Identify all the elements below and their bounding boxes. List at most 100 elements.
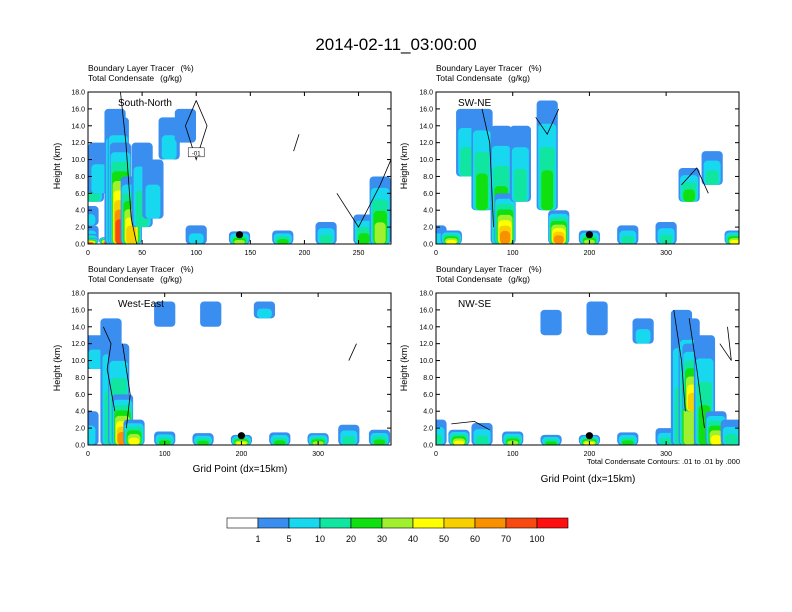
field-cell — [88, 349, 104, 369]
field-west-east — [88, 293, 391, 445]
xtick-label: 100 — [507, 451, 519, 458]
contour-line — [673, 309, 686, 412]
ytick-label: 14.0 — [419, 123, 433, 130]
xtick-label: 0 — [86, 451, 90, 458]
colorbar: 1 5 10 20 30 40 50 60 70 100 — [226, 517, 569, 544]
field-cell — [273, 440, 286, 445]
panel-west-east: 0.0 2.0 4.0 6.0 8.0 10.0 12.0 14.0 16.0 18.0 0 100 2… — [71, 291, 392, 458]
field-cell — [197, 440, 209, 445]
ytick-label: 0.0 — [75, 242, 85, 249]
field-cell — [233, 239, 246, 244]
contour-line — [293, 134, 300, 152]
contour-line — [102, 326, 116, 412]
ytick-label: 18.0 — [419, 90, 433, 97]
xlabel-nwse: Grid Point (dx=15km) — [541, 474, 636, 485]
header-line2-unit: (g/kg) — [160, 274, 182, 284]
colorbar-swatch — [226, 517, 259, 529]
field-cell — [342, 436, 356, 445]
ytick-label: 2.0 — [75, 426, 85, 433]
ytick-label: 4.0 — [75, 208, 85, 215]
ytick-label: 12.0 — [71, 341, 85, 348]
colorbar-label: 10 — [315, 534, 325, 544]
ytick-label: 10.0 — [71, 157, 85, 164]
contour-label: -01 — [192, 151, 201, 157]
field-cell — [659, 234, 673, 244]
field-cell — [91, 164, 107, 194]
ytick-label: 18.0 — [71, 291, 85, 298]
contour-line — [719, 326, 732, 361]
header-line2-label: Total Condensate — [436, 274, 502, 284]
colorbar-label: 100 — [529, 534, 544, 544]
ytick-label: 6.0 — [75, 392, 85, 399]
field-cell — [500, 231, 511, 244]
panel-south-north: 0.0 2.0 4.0 6.0 8.0 10.0 12.0 14.0 16.0 18.0 0 50 10… — [71, 90, 392, 257]
ytick-label: 18.0 — [71, 90, 85, 97]
field-cell — [453, 440, 465, 445]
contour-line — [348, 343, 357, 361]
ytick-label: 4.0 — [75, 409, 85, 416]
ytick-label: 6.0 — [75, 191, 85, 198]
ytick-label: 8.0 — [75, 375, 85, 382]
ytick-label: 18.0 — [419, 291, 433, 298]
ytick-label: 2.0 — [75, 225, 85, 232]
field-sw-ne — [436, 92, 739, 244]
xtick-label: 200 — [299, 250, 311, 257]
header-line1-label: Boundary Layer Tracer — [88, 264, 175, 274]
contour-note: Total Condensate Contours: .01 to .01 by… — [587, 457, 740, 466]
xtick-label: 50 — [138, 250, 146, 257]
header-line1-label: Boundary Layer Tracer — [436, 264, 523, 274]
svg-text:Boundary Layer Tracer(%): Boundary Layer Tracer (%) — [436, 63, 542, 73]
field-cell — [729, 240, 739, 244]
colorbar-label: 40 — [408, 534, 418, 544]
contour-line — [681, 167, 709, 194]
ytick-label: 16.0 — [71, 106, 85, 113]
colorbar-swatch — [257, 517, 290, 529]
xtick-label: 200 — [584, 451, 596, 458]
xtick-label: 100 — [159, 451, 171, 458]
header-line1-unit: (%) — [528, 63, 541, 73]
header-line1-label: Boundary Layer Tracer — [88, 63, 175, 73]
ytick-label: 16.0 — [419, 106, 433, 113]
ylabel-swne: Height (km) — [399, 143, 409, 190]
panel-sw-ne: 0.0 2.0 4.0 6.0 8.0 10.0 12.0 14.0 16.0 18.0 0 100 2… — [419, 90, 740, 257]
field-cell — [188, 233, 204, 244]
field-cell — [705, 170, 719, 185]
field-cell — [257, 308, 272, 319]
field-cell — [635, 329, 651, 344]
header-line1-unit: (%) — [180, 63, 193, 73]
field-cell — [128, 437, 140, 445]
colorbar-swatch — [443, 517, 476, 529]
panel-label: South-North — [118, 98, 172, 109]
field-cell — [475, 435, 489, 445]
field-nw-se — [436, 293, 739, 445]
xlabel-we: Grid Point (dx=15km) — [193, 464, 288, 475]
field-cell — [161, 135, 177, 160]
svg-text:Boundary Layer Tracer(%): Boundary Layer Tracer (%) — [88, 264, 194, 274]
field-cell — [724, 434, 738, 445]
field-south-north — [88, 92, 391, 244]
field-cell — [374, 222, 386, 244]
xtick-label: 100 — [190, 250, 202, 257]
ytick-label: 10.0 — [71, 358, 85, 365]
header-line2-unit: (g/kg) — [508, 73, 530, 83]
panel-nw-se: 0.0 2.0 4.0 6.0 8.0 10.0 12.0 14.0 16.0 18.0 0 100 2… — [419, 291, 740, 458]
ytick-label: 12.0 — [71, 140, 85, 147]
panel-header-sn: Boundary Layer Tracer (%) Total Condensat… — [88, 63, 194, 83]
xtick-label: 250 — [353, 250, 365, 257]
field-cell — [621, 440, 634, 445]
field-cell — [540, 309, 562, 336]
field-cell — [545, 441, 557, 445]
svg-text:Total Condensate(g/kg): Total Condensate (g/kg) — [88, 274, 182, 284]
field-cell — [541, 170, 554, 211]
field-cell — [683, 404, 695, 445]
header-line2-label: Total Condensate — [88, 73, 154, 83]
field-cell — [476, 173, 488, 211]
ytick-label: 0.0 — [75, 443, 85, 450]
ytick-label: 10.0 — [419, 358, 433, 365]
field-cell — [88, 425, 96, 445]
field-cell — [621, 235, 635, 244]
panel-frame — [87, 292, 392, 446]
header-line1-unit: (%) — [528, 264, 541, 274]
colorbar-swatch — [474, 517, 507, 529]
field-cell — [553, 235, 564, 244]
